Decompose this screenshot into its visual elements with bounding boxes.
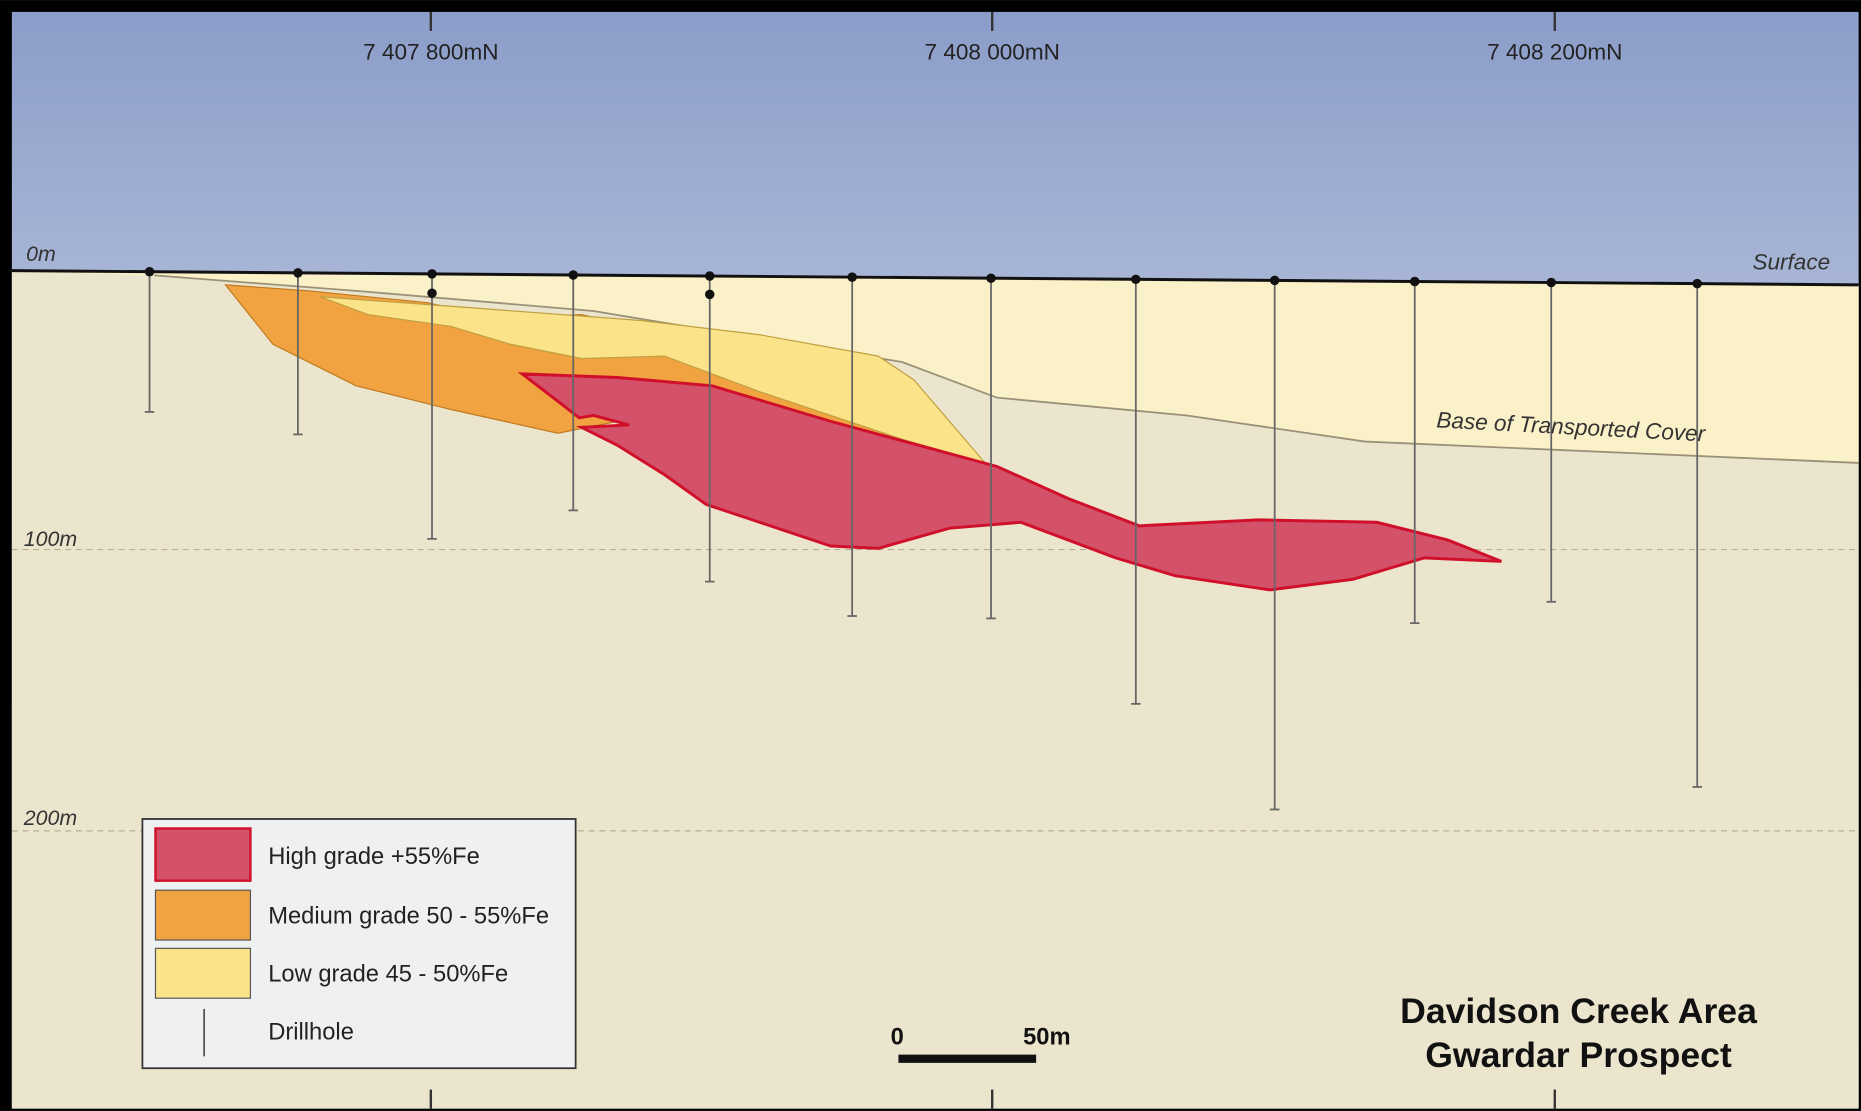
title: Gwardar Prospect xyxy=(1425,1035,1732,1075)
collar xyxy=(704,289,715,300)
collar xyxy=(847,272,857,282)
depth-label: 200m xyxy=(23,806,77,830)
surface-label: Surface xyxy=(1752,249,1830,274)
ticks xyxy=(429,11,1556,1109)
legend-label: Medium grade 50 - 55%Fe xyxy=(268,903,549,929)
title: Davidson Creek Area xyxy=(1400,991,1758,1031)
collar xyxy=(427,269,437,279)
legend-label: High grade +55%Fe xyxy=(268,844,480,870)
collar xyxy=(704,271,715,281)
high-grade-body xyxy=(517,372,1502,592)
collar xyxy=(1546,277,1556,288)
legend: High grade +55%Fe Medium grade 50 - 55%F… xyxy=(141,818,577,1070)
drillholes xyxy=(144,266,1702,811)
scale-label: 0 xyxy=(891,1024,904,1050)
legend-label: Drillhole xyxy=(268,1020,354,1046)
depth-label: 0m xyxy=(26,242,56,266)
collar xyxy=(427,288,437,298)
collar xyxy=(568,270,579,280)
base-of-cover-line xyxy=(154,274,1859,464)
collar xyxy=(1269,275,1280,286)
depth-label: 100m xyxy=(24,527,77,551)
transported-cover xyxy=(11,270,1859,463)
scale-label: 50m xyxy=(1023,1024,1070,1050)
collar xyxy=(293,268,303,278)
collar xyxy=(1409,276,1420,287)
legend-label: Low grade 45 - 50%Fe xyxy=(268,962,508,988)
northing-label: 7 408 000mN xyxy=(925,39,1060,64)
collar xyxy=(144,266,155,277)
collar xyxy=(986,273,996,283)
northing-label: 7 407 800mN xyxy=(363,39,498,64)
collar xyxy=(1131,274,1141,285)
collar xyxy=(1692,278,1702,289)
northing-label: 7 408 200mN xyxy=(1487,39,1622,64)
